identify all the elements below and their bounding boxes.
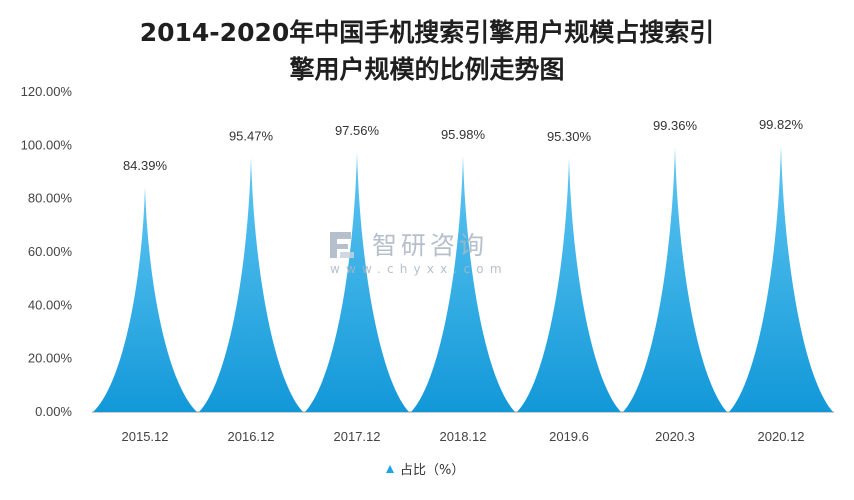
x-tick-label: 2016.12: [228, 429, 275, 444]
data-label: 95.47%: [229, 128, 274, 143]
y-tick-label: 0.00%: [35, 404, 72, 419]
x-axis: 2015.12 2016.12 2017.12 2018.12 2019.6 2020.3…: [122, 429, 805, 444]
y-tick-label: 60.00%: [28, 244, 73, 259]
data-labels: 84.39% 95.47% 97.56% 95.98% 95.30% 99.36% 99.8…: [123, 117, 804, 173]
data-peak: [199, 157, 303, 412]
data-label: 99.82%: [759, 117, 804, 132]
data-label: 97.56%: [335, 123, 380, 138]
x-tick-label: 2020.12: [758, 429, 805, 444]
watermark-url: www.chyxx.com: [330, 262, 508, 276]
x-tick-label: 2017.12: [334, 429, 381, 444]
data-peak: [517, 157, 621, 412]
data-peak: [305, 151, 409, 412]
x-tick-label: 2018.12: [440, 429, 487, 444]
x-tick-label: 2020.3: [655, 429, 695, 444]
data-peak: [93, 186, 197, 412]
legend-marker-icon: [386, 465, 394, 473]
chart-title: 2014-2020年中国手机搜索引擎用户规模占搜索引 擎用户规模的比例走势图: [0, 14, 854, 88]
data-peak: [411, 156, 515, 412]
data-peak: [623, 147, 727, 413]
data-peak: [729, 145, 833, 412]
y-tick-label: 100.00%: [21, 137, 73, 152]
y-tick-label: 20.00%: [28, 351, 73, 366]
legend: 占比（%）: [386, 463, 464, 478]
y-tick-label: 80.00%: [28, 191, 73, 206]
x-tick-label: 2019.6: [549, 429, 589, 444]
x-tick-label: 2015.12: [122, 429, 169, 444]
data-label: 95.30%: [547, 129, 592, 144]
data-label: 84.39%: [123, 158, 168, 173]
chart-title-line-2: 擎用户规模的比例走势图: [289, 55, 565, 84]
chart-title-line-1: 2014-2020年中国手机搜索引擎用户规模占搜索引: [139, 18, 715, 47]
watermark-logo-icon: [330, 232, 354, 258]
watermark: 智研咨询 www.chyxx.com: [330, 231, 508, 276]
y-tick-label: 120.00%: [21, 84, 73, 99]
watermark-brand: 智研咨询: [372, 231, 488, 260]
y-axis: 0.00% 20.00% 40.00% 60.00% 80.00% 100.00% 120.…: [21, 84, 73, 419]
data-label: 99.36%: [653, 118, 698, 133]
y-tick-label: 40.00%: [28, 297, 73, 312]
data-label: 95.98%: [441, 127, 486, 142]
data-peaks: [93, 145, 833, 413]
legend-label: 占比（%）: [400, 463, 464, 478]
